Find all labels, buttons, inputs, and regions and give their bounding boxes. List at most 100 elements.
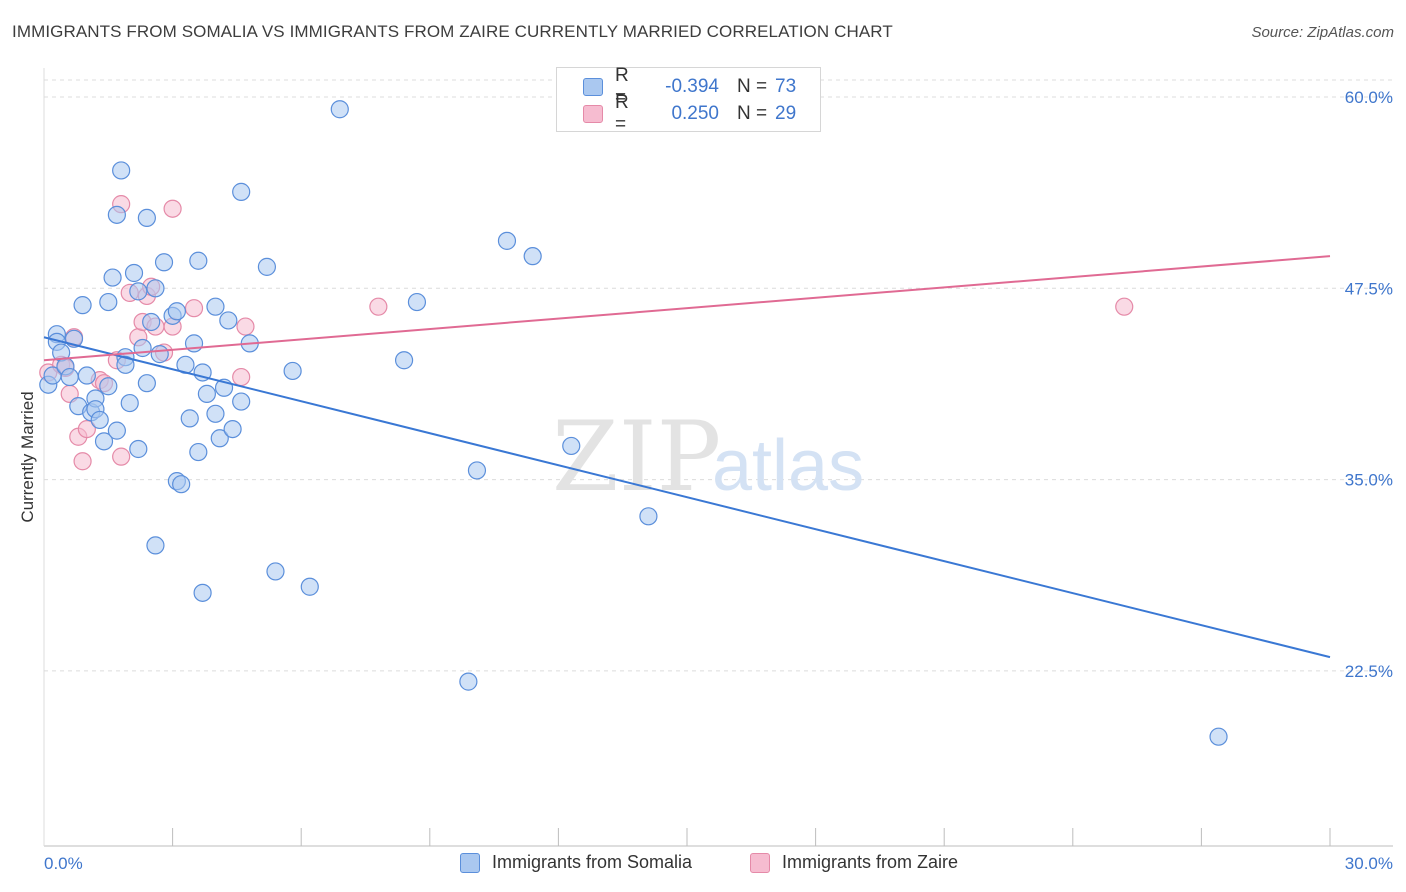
legend-r-value: 0.250 xyxy=(671,103,719,124)
legend-n-label: N = xyxy=(737,103,768,124)
somalia-point xyxy=(167,302,186,321)
somalia-point xyxy=(257,257,277,276)
somalia-point xyxy=(129,439,148,459)
legend-n-label: N = xyxy=(737,76,768,97)
y-tick-label: 35.0% xyxy=(1345,471,1393,490)
y-tick-label: 22.5% xyxy=(1345,662,1393,681)
somalia-point xyxy=(99,377,118,396)
somalia-point xyxy=(103,268,122,287)
legend-row-zaire: R = 0.250 N = 29 xyxy=(583,92,797,135)
somalia-point xyxy=(133,338,152,358)
series-swatch-somalia xyxy=(460,852,480,873)
watermark-atlas: atlas xyxy=(712,426,864,506)
somalia-point xyxy=(107,205,126,224)
zaire-point xyxy=(73,452,92,471)
legend-r-value: -0.394 xyxy=(665,76,719,97)
somalia-point xyxy=(223,419,242,439)
series-legend: Immigrants from Somalia Immigrants from … xyxy=(0,852,1406,878)
somalia-point xyxy=(137,374,156,393)
y-axis-label: Currently Married xyxy=(18,391,37,522)
legend-swatch-zaire xyxy=(583,105,603,123)
somalia-point xyxy=(394,351,414,370)
series-label-somalia: Immigrants from Somalia xyxy=(492,852,693,872)
somalia-point xyxy=(206,297,225,316)
axes xyxy=(43,68,1393,847)
somalia-point xyxy=(330,100,349,119)
somalia-point xyxy=(206,404,225,423)
somalia-point xyxy=(172,475,191,494)
somalia-point xyxy=(60,367,79,387)
legend-n-value: 29 xyxy=(775,103,797,124)
somalia-point xyxy=(283,361,302,381)
somalia-trendline xyxy=(43,336,1331,659)
legend-r-label: R = xyxy=(615,65,629,108)
trendlines xyxy=(43,255,1331,659)
somalia-point xyxy=(116,355,135,374)
somalia-point xyxy=(124,263,144,283)
zaire-point xyxy=(77,419,96,439)
somalia-point xyxy=(99,292,118,312)
series-label-zaire: Immigrants from Zaire xyxy=(782,852,959,872)
somalia-point xyxy=(189,251,208,270)
somalia-points xyxy=(39,100,1228,746)
y-tick-labels: 22.5% 35.0% 47.5% 60.0% xyxy=(1345,88,1393,681)
somalia-point xyxy=(180,409,199,428)
somalia-point xyxy=(300,577,319,596)
chart-source: Source: ZipAtlas.com xyxy=(1251,24,1394,41)
zaire-point xyxy=(1115,297,1134,316)
somalia-point xyxy=(150,345,169,364)
series-legend-zaire[interactable]: Immigrants from Zaire xyxy=(750,852,958,873)
somalia-point xyxy=(137,208,156,228)
somalia-point xyxy=(523,247,542,266)
chart-title: IMMIGRANTS FROM SOMALIA VS IMMIGRANTS FR… xyxy=(12,22,893,41)
somalia-point xyxy=(154,253,174,272)
x-tick-label-min: 0.0% xyxy=(44,854,83,873)
zaire-point xyxy=(236,317,255,336)
somalia-point xyxy=(232,392,251,411)
somalia-point xyxy=(90,410,109,430)
somalia-point xyxy=(459,672,478,691)
zaire-point xyxy=(232,367,251,387)
somalia-point xyxy=(193,363,212,382)
somalia-point xyxy=(407,292,427,312)
somalia-point xyxy=(120,393,139,413)
somalia-point xyxy=(142,312,161,332)
somalia-point xyxy=(146,536,165,555)
zaire-point xyxy=(184,299,204,318)
somalia-point xyxy=(467,461,487,480)
zaire-point xyxy=(163,199,182,218)
somalia-point xyxy=(73,296,92,315)
somalia-point xyxy=(193,583,212,602)
legend-row-somalia: R = -0.394 N = 73 xyxy=(583,65,797,108)
x-tick-label-max: 30.0% xyxy=(1345,854,1393,873)
stats-legend: R = -0.394 N = 73 R = 0.250 N = 29 xyxy=(556,65,821,135)
watermark-zip: ZIP xyxy=(552,401,721,513)
somalia-point xyxy=(497,231,517,250)
zaire-point xyxy=(369,297,388,316)
somalia-point xyxy=(107,421,126,440)
somalia-point xyxy=(129,282,148,301)
somalia-point xyxy=(210,429,229,448)
somalia-point xyxy=(1209,727,1228,746)
somalia-point xyxy=(639,507,658,526)
somalia-point xyxy=(189,442,208,462)
somalia-point xyxy=(197,384,216,403)
legend-swatch-somalia xyxy=(583,78,603,96)
somalia-point xyxy=(219,311,238,330)
zaire-point xyxy=(112,447,131,466)
somalia-point xyxy=(562,436,581,456)
somalia-point xyxy=(266,562,285,581)
y-tick-label: 47.5% xyxy=(1345,279,1393,298)
series-legend-somalia[interactable]: Immigrants from Somalia xyxy=(460,852,692,873)
y-tick-label: 60.0% xyxy=(1345,88,1393,107)
somalia-point xyxy=(146,279,165,298)
series-swatch-zaire xyxy=(750,852,770,873)
somalia-point xyxy=(232,182,251,201)
somalia-point xyxy=(77,366,96,385)
x-ticks xyxy=(172,828,1331,846)
watermark: ZIP atlas xyxy=(552,401,864,513)
somalia-point xyxy=(112,161,131,180)
legend-n-value: 73 xyxy=(775,76,797,97)
somalia-point xyxy=(94,432,114,451)
